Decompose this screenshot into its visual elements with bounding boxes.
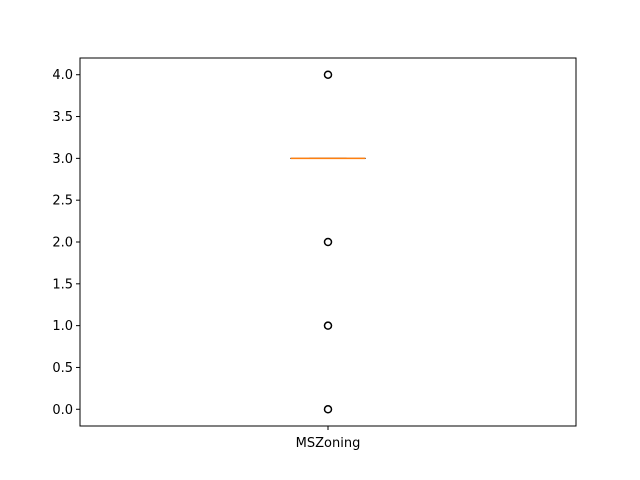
y-tick-label: 2.0	[52, 236, 73, 251]
y-axis: 0.0 0.5 1.0 1.5 2.0 2.5 3.0 3.5 4.0	[52, 68, 80, 418]
boxplot-series	[290, 70, 366, 414]
y-tick-label: 1.5	[52, 277, 73, 292]
y-tick-label: 0.5	[52, 361, 73, 376]
y-tick-label: 4.0	[52, 68, 73, 83]
y-tick-label: 2.5	[52, 194, 73, 209]
axes-frame	[79, 57, 577, 427]
flier-point	[323, 237, 333, 247]
x-tick-label: MSZoning	[296, 436, 361, 451]
y-tick-label: 3.5	[52, 110, 73, 125]
x-axis: MSZoning	[296, 426, 361, 451]
y-tick-label: 0.0	[52, 403, 73, 418]
y-tick-label: 3.0	[52, 152, 73, 167]
flier-point	[323, 321, 333, 330]
box-group	[290, 70, 366, 414]
y-tick-label: 1.0	[52, 319, 73, 334]
flier-point	[323, 405, 333, 414]
flier-point	[323, 70, 333, 79]
